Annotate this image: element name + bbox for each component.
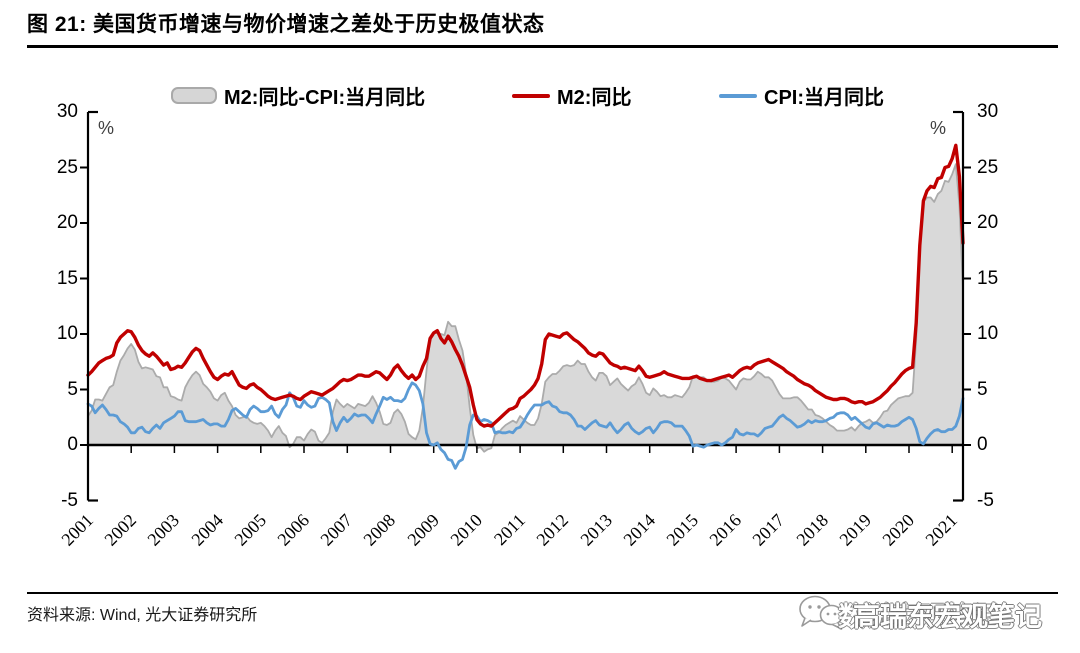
y-axis-label-left: 20	[56, 212, 78, 233]
y-axis-label-right: 0	[977, 434, 988, 455]
legend-label: M2:同比-CPI:当月同比	[224, 87, 426, 109]
y-axis-label-left: 10	[56, 323, 78, 344]
y-axis-label-right: 15	[977, 267, 999, 289]
unit-label-left: %	[98, 118, 115, 138]
y-axis-label-right: 10	[977, 323, 999, 344]
unit-label-right: %	[930, 118, 947, 138]
m2-line-series	[86, 143, 965, 428]
legend-item-m2-line: M2:同比	[512, 81, 631, 110]
chart-legend: M2:同比-CPI:当月同比 M2:同比 CPI:当月同比	[0, 81, 1080, 109]
red-line-swatch-icon	[512, 93, 550, 98]
blue-line-swatch-icon	[719, 93, 757, 98]
diff-area-series	[87, 163, 964, 453]
watermark: 数说宏观笔记 高瑞东宏观笔记	[798, 592, 1074, 640]
legend-label: CPI:当月同比	[764, 87, 884, 109]
footer-divider	[27, 592, 1058, 594]
y-axis-label-left: 5	[67, 378, 78, 400]
y-axis-label-right: 25	[977, 156, 999, 178]
y-axis-label-right: 20	[977, 212, 999, 233]
area-swatch-icon	[171, 87, 217, 104]
y-axis-label-right: 5	[977, 378, 988, 400]
legend-item-diff-area: M2:同比-CPI:当月同比	[171, 81, 425, 110]
title-divider	[27, 45, 1058, 48]
legend-label: M2:同比	[557, 87, 632, 109]
y-axis-label-left: 15	[56, 267, 78, 289]
figure-title: 图 21: 美国货币增速与物价增速之差处于历史极值状态	[27, 13, 545, 36]
y-axis-label-left: 30	[56, 101, 78, 122]
y-axis-label-right: 30	[977, 101, 999, 122]
y-axis-label-left: 25	[56, 156, 78, 178]
watermark-text-back: 数说宏观笔记	[838, 602, 1000, 632]
y-axis-label-left: 0	[67, 434, 78, 455]
legend-item-cpi-line: CPI:当月同比	[719, 81, 884, 110]
y-axis-label-left: -5	[61, 489, 78, 511]
watermark-text-front: 高瑞东宏观笔记	[853, 602, 1042, 632]
source-text: 资料来源: Wind, 光大证券研究所	[27, 607, 258, 624]
wechat-chat-bubbles-icon	[799, 595, 844, 630]
cpi-line-series	[86, 381, 965, 470]
y-axis-label-right: -5	[977, 489, 994, 511]
